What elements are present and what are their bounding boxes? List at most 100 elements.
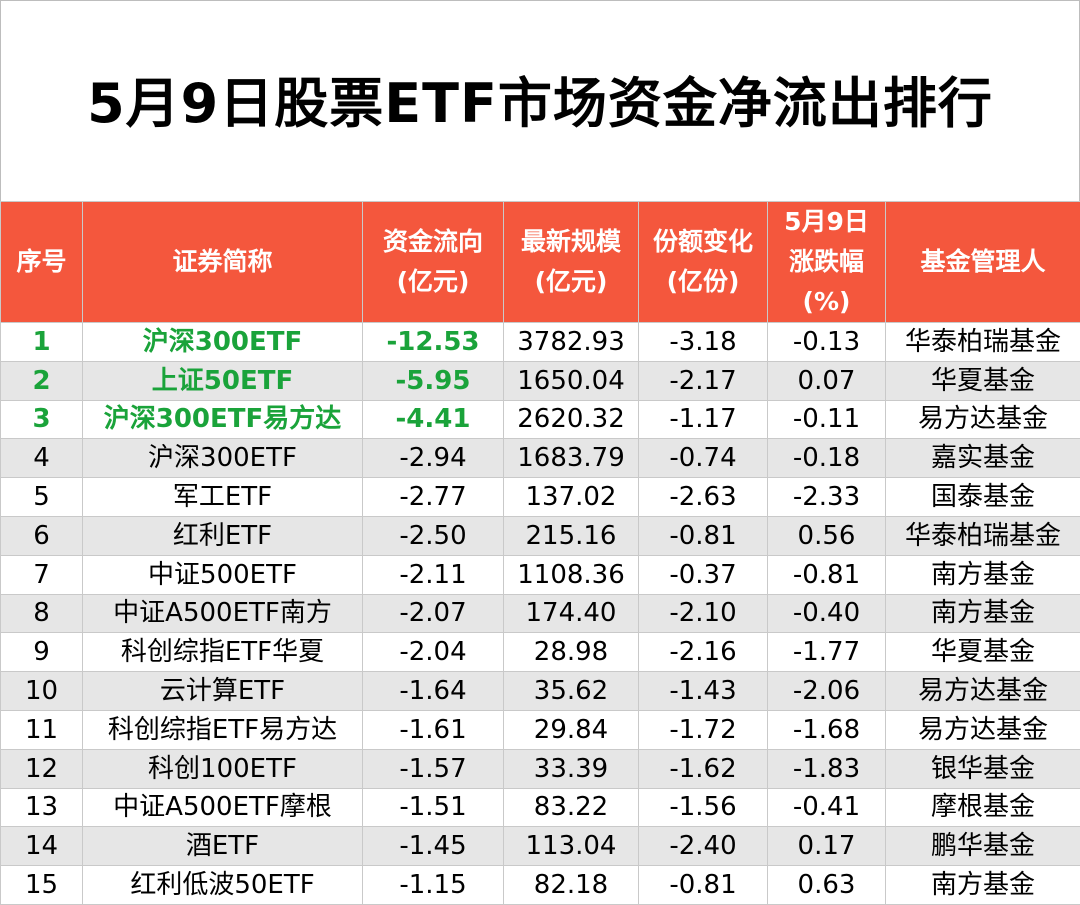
header-change-line3: (%) [768,282,885,322]
cell-scale: 174.40 [504,594,639,633]
cell-name: 中证A500ETF摩根 [83,788,363,827]
header-manager: 基金管理人 [886,202,1080,323]
cell-share: -1.62 [639,749,768,788]
cell-share: -3.18 [639,323,768,362]
cell-scale: 1650.04 [504,361,639,400]
cell-scale: 35.62 [504,672,639,711]
header-scale-line1: 最新规模 [504,222,638,262]
cell-manager: 易方达基金 [886,672,1080,711]
cell-share: -1.56 [639,788,768,827]
cell-name: 沪深300ETF [83,323,363,362]
header-manager-label: 基金管理人 [920,247,1045,276]
cell-share: -2.40 [639,827,768,866]
cell-change: -1.83 [768,749,886,788]
cell-name: 科创综指ETF易方达 [83,710,363,749]
cell-name: 上证50ETF [83,361,363,400]
cell-rank: 8 [1,594,83,633]
cell-share: -0.81 [639,516,768,555]
header-change-line2: 涨跌幅 [768,242,885,282]
cell-share: -2.10 [639,594,768,633]
cell-flow: -1.51 [363,788,504,827]
cell-manager: 银华基金 [886,749,1080,788]
cell-manager: 华夏基金 [886,361,1080,400]
cell-manager: 南方基金 [886,866,1080,905]
cell-share: -1.17 [639,400,768,439]
cell-flow: -1.15 [363,866,504,905]
cell-manager: 南方基金 [886,594,1080,633]
table-row: 6 红利ETF -2.50 215.16 -0.81 0.56 华泰柏瑞基金 [1,516,1080,555]
cell-share: -2.63 [639,478,768,517]
cell-change: -0.18 [768,439,886,478]
cell-name: 中证A500ETF南方 [83,594,363,633]
cell-name: 红利低波50ETF [83,866,363,905]
cell-name: 酒ETF [83,827,363,866]
cell-rank: 13 [1,788,83,827]
cell-flow: -2.07 [363,594,504,633]
cell-name: 沪深300ETF易方达 [83,400,363,439]
cell-rank: 15 [1,866,83,905]
cell-flow: -2.77 [363,478,504,517]
cell-scale: 33.39 [504,749,639,788]
header-scale-line2: (亿元) [504,262,638,302]
table-row: 8 中证A500ETF南方 -2.07 174.40 -2.10 -0.40 南… [1,594,1080,633]
cell-manager: 华泰柏瑞基金 [886,323,1080,362]
cell-scale: 28.98 [504,633,639,672]
cell-flow: -1.61 [363,710,504,749]
cell-change: -2.33 [768,478,886,517]
cell-share: -2.17 [639,361,768,400]
cell-flow: -2.94 [363,439,504,478]
table-row: 12 科创100ETF -1.57 33.39 -1.62 -1.83 银华基金 [1,749,1080,788]
cell-change: -0.41 [768,788,886,827]
cell-name: 科创综指ETF华夏 [83,633,363,672]
cell-name: 科创100ETF [83,749,363,788]
cell-rank: 14 [1,827,83,866]
cell-change: -0.11 [768,400,886,439]
cell-change: -2.06 [768,672,886,711]
cell-manager: 华夏基金 [886,633,1080,672]
table-row: 11 科创综指ETF易方达 -1.61 29.84 -1.72 -1.68 易方… [1,710,1080,749]
cell-scale: 1108.36 [504,555,639,594]
cell-rank: 1 [1,323,83,362]
table-row: 14 酒ETF -1.45 113.04 -2.40 0.17 鹏华基金 [1,827,1080,866]
table-row: 4 沪深300ETF -2.94 1683.79 -0.74 -0.18 嘉实基… [1,439,1080,478]
cell-flow: -1.57 [363,749,504,788]
cell-manager: 易方达基金 [886,710,1080,749]
cell-rank: 12 [1,749,83,788]
cell-rank: 7 [1,555,83,594]
header-flow-line1: 资金流向 [363,222,503,262]
header-flow-line2: (亿元) [363,262,503,302]
cell-change: -1.68 [768,710,886,749]
page-title: 5月9日股票ETF市场资金净流出排行 [1,1,1079,201]
header-change-line1: 5月9日 [768,202,885,242]
cell-flow: -1.64 [363,672,504,711]
table-row: 10 云计算ETF -1.64 35.62 -1.43 -2.06 易方达基金 [1,672,1080,711]
cell-change: 0.56 [768,516,886,555]
cell-manager: 摩根基金 [886,788,1080,827]
header-row: 序号 证券简称 资金流向 (亿元) 最新规模 (亿元) 份额变化 (亿份) 5月… [1,202,1080,323]
cell-flow: -2.04 [363,633,504,672]
cell-change: 0.17 [768,827,886,866]
header-name: 证券简称 [83,202,363,323]
cell-share: -2.16 [639,633,768,672]
header-scale: 最新规模 (亿元) [504,202,639,323]
cell-flow: -1.45 [363,827,504,866]
cell-manager: 易方达基金 [886,400,1080,439]
header-share-line2: (亿份) [639,262,767,302]
table-row: 13 中证A500ETF摩根 -1.51 83.22 -1.56 -0.41 摩… [1,788,1080,827]
cell-share: -1.43 [639,672,768,711]
table-row: 3 沪深300ETF易方达 -4.41 2620.32 -1.17 -0.11 … [1,400,1080,439]
table-body: 1 沪深300ETF -12.53 3782.93 -3.18 -0.13 华泰… [1,323,1080,905]
cell-flow: -12.53 [363,323,504,362]
cell-name: 中证500ETF [83,555,363,594]
cell-scale: 82.18 [504,866,639,905]
cell-rank: 4 [1,439,83,478]
cell-share: -0.74 [639,439,768,478]
header-rank-label: 序号 [16,247,66,276]
cell-share: -0.81 [639,866,768,905]
table-row: 2 上证50ETF -5.95 1650.04 -2.17 0.07 华夏基金 [1,361,1080,400]
cell-flow: -4.41 [363,400,504,439]
cell-manager: 国泰基金 [886,478,1080,517]
header-name-label: 证券简称 [172,247,272,276]
cell-manager: 嘉实基金 [886,439,1080,478]
